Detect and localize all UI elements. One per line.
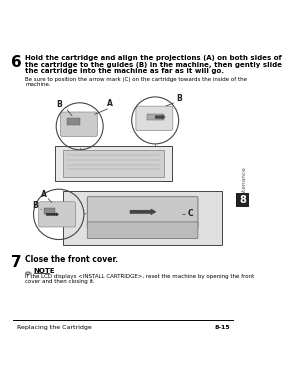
Text: B: B xyxy=(57,100,62,109)
FancyArrow shape xyxy=(46,213,59,216)
FancyBboxPatch shape xyxy=(87,197,198,228)
Bar xyxy=(67,118,80,125)
FancyBboxPatch shape xyxy=(39,202,76,227)
Text: A: A xyxy=(41,190,46,199)
Bar xyxy=(55,145,172,181)
Text: C: C xyxy=(188,209,193,218)
Text: machine.: machine. xyxy=(25,82,51,87)
Text: B: B xyxy=(32,202,38,211)
Text: NOTE: NOTE xyxy=(34,268,55,274)
Text: Replacing the Cartridge: Replacing the Cartridge xyxy=(17,325,92,330)
Text: 7: 7 xyxy=(11,255,22,270)
Text: 6: 6 xyxy=(11,55,22,70)
Bar xyxy=(63,150,164,176)
FancyBboxPatch shape xyxy=(87,222,198,239)
Text: the cartridge to the guides (B) in the machine, then gently slide: the cartridge to the guides (B) in the m… xyxy=(25,62,282,68)
Text: Maintenance: Maintenance xyxy=(242,166,247,204)
FancyBboxPatch shape xyxy=(60,112,97,137)
Text: cover and then closing it.: cover and then closing it. xyxy=(25,279,95,284)
Text: Hold the cartridge and align the projections (A) on both sides of: Hold the cartridge and align the project… xyxy=(25,55,282,61)
Text: If the LCD displays <INSTALL CARTRIDGE>, reset the machine by opening the front: If the LCD displays <INSTALL CARTRIDGE>,… xyxy=(25,274,254,279)
FancyArrow shape xyxy=(155,115,165,119)
Text: Be sure to position the arrow mark (C) on the cartridge towards the inside of th: Be sure to position the arrow mark (C) o… xyxy=(25,77,247,82)
Bar xyxy=(147,114,164,120)
Bar xyxy=(63,191,222,245)
FancyBboxPatch shape xyxy=(236,194,249,207)
Text: 8-15: 8-15 xyxy=(215,325,231,330)
FancyBboxPatch shape xyxy=(136,106,173,131)
Text: Close the front cover.: Close the front cover. xyxy=(25,255,118,263)
Bar xyxy=(44,208,55,214)
FancyArrow shape xyxy=(130,209,156,215)
Text: the cartridge into the machine as far as it will go.: the cartridge into the machine as far as… xyxy=(25,68,224,74)
Text: B: B xyxy=(176,94,182,103)
Text: A: A xyxy=(107,99,113,108)
Text: ✏: ✏ xyxy=(25,268,32,277)
Text: 8: 8 xyxy=(239,195,246,205)
